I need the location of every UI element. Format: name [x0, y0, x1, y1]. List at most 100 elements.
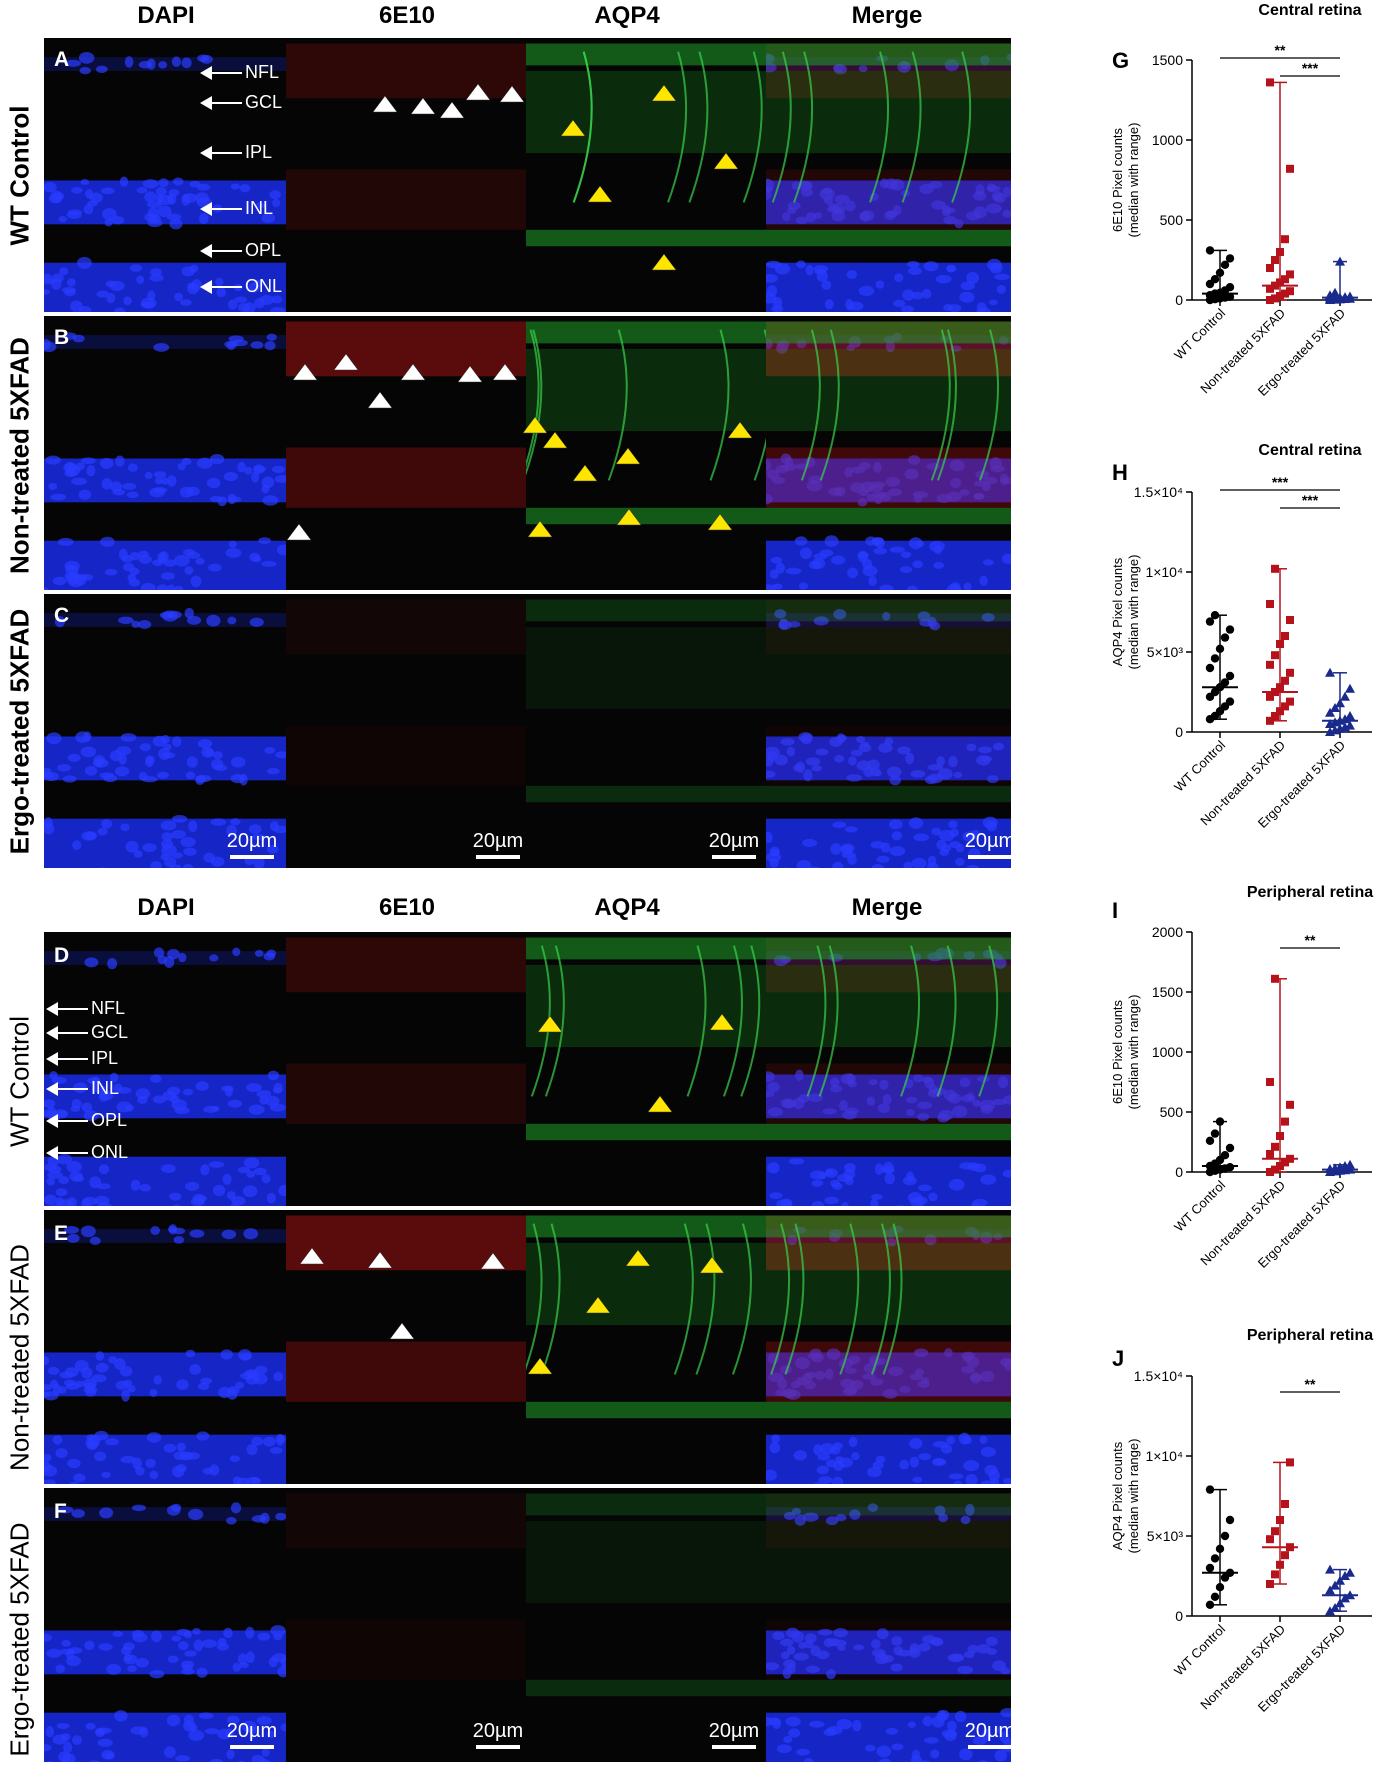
chart-h: 0 5×10³ 1×10⁴ 1.5×10⁴ AQP4 Pixel counts(medi…: [1110, 474, 1372, 831]
data-point-ergo-treated: [1340, 714, 1350, 724]
data-point-non-treated: [1286, 1458, 1294, 1467]
data-point-wt: [1225, 1515, 1235, 1525]
micrograph-merge: [766, 1210, 1011, 1484]
y-tick-label: 1×10⁴: [1145, 564, 1183, 580]
data-point-non-treated: [1281, 1500, 1289, 1508]
data-point-wt: [1225, 697, 1235, 706]
data-point-ergo-treated: [1330, 1603, 1340, 1612]
data-point-ergo-treated: [1345, 1159, 1355, 1169]
white-arrowhead-icon: [400, 363, 426, 381]
data-point-ergo-treated: [1335, 1575, 1345, 1585]
data-point-non-treated: [1266, 78, 1274, 87]
white-arrowhead-icon: [439, 101, 465, 119]
col-header-aqp4: AQP4: [594, 894, 660, 921]
data-point-ergo-treated: [1330, 703, 1340, 712]
data-point-non-treated: [1266, 1150, 1274, 1158]
data-point-non-treated: [1281, 676, 1289, 685]
data-point-wt: [1220, 678, 1230, 687]
data-point-ergo-treated: [1325, 1564, 1335, 1574]
chart-g: 0 500 1000 1500 6E10 Pixel counts(median wit…: [1110, 42, 1372, 399]
yellow-arrowhead-icon: [699, 1256, 725, 1274]
data-point-wt: [1225, 671, 1235, 681]
white-arrowhead-icon: [480, 1252, 506, 1270]
y-axis-label: 6E10 Pixel counts(median with range): [1110, 123, 1141, 238]
y-tick-label: 500: [1160, 1104, 1184, 1120]
layer-label-opl: OPL: [46, 1110, 127, 1131]
yellow-arrowhead-icon: [585, 1296, 611, 1314]
layer-label-gcl: GCL: [200, 92, 282, 113]
yellow-arrowhead-icon: [542, 431, 568, 449]
micrograph-merge: [766, 594, 1011, 868]
x-tick-label: WT Control: [1171, 1177, 1228, 1234]
data-point-wt: [1215, 268, 1225, 277]
data-point-non-treated: [1271, 1142, 1279, 1151]
data-point-wt: [1205, 617, 1215, 626]
data-point-non-treated: [1286, 616, 1294, 624]
significance-label: ***: [1302, 60, 1319, 76]
yellow-arrowhead-icon: [615, 447, 641, 465]
data-point-non-treated: [1271, 651, 1279, 660]
data-point-non-treated: [1276, 640, 1284, 648]
significance-label: **: [1305, 932, 1316, 948]
data-point-wt: [1220, 1151, 1230, 1160]
data-point-ergo-treated: [1330, 1580, 1340, 1590]
layer-label-opl: OPL: [200, 240, 281, 261]
chart-letter-g: G: [1112, 48, 1130, 73]
micrograph-merge: [766, 1488, 1011, 1762]
y-axis-label: AQP4 Pixel counts(median with range): [1110, 1439, 1141, 1554]
data-point-non-treated: [1266, 1535, 1274, 1544]
data-point-wt: [1205, 1563, 1215, 1573]
micrograph-6e10: [286, 594, 526, 868]
yellow-arrowhead-icon: [527, 1357, 553, 1375]
data-point-non-treated: [1281, 632, 1289, 640]
chart-title-j: Peripheral retina: [1246, 1327, 1374, 1344]
data-point-ergo-treated: [1330, 287, 1340, 297]
y-tick-label: 1500: [1152, 52, 1183, 68]
data-point-non-treated: [1271, 712, 1279, 720]
white-arrowhead-icon: [333, 353, 359, 371]
y-tick-label: 0: [1175, 724, 1183, 740]
data-point-non-treated: [1266, 660, 1274, 669]
yellow-arrowhead-icon: [522, 416, 548, 434]
data-point-non-treated: [1276, 1162, 1284, 1170]
y-tick-label: 0: [1175, 292, 1183, 308]
micrograph-merge: [766, 316, 1011, 590]
col-header-dapi: DAPI: [137, 2, 195, 29]
micrograph-6e10: [286, 38, 526, 312]
data-point-wt: [1210, 1129, 1220, 1138]
white-arrowhead-icon: [465, 83, 491, 101]
data-point-non-treated: [1286, 287, 1294, 296]
data-point-non-treated: [1266, 1168, 1274, 1176]
data-point-wt: [1225, 625, 1235, 634]
data-point-non-treated: [1271, 294, 1279, 303]
layer-label-onl: ONL: [200, 276, 282, 297]
micrograph-aqp4: [526, 316, 766, 590]
white-arrowhead-icon: [410, 97, 436, 115]
y-tick-label: 1000: [1152, 132, 1183, 148]
yellow-arrowhead-icon: [651, 253, 677, 271]
scale-bar: 20µm: [958, 1720, 1022, 1749]
data-point-non-treated: [1266, 1580, 1274, 1588]
data-point-non-treated: [1281, 289, 1289, 298]
data-point-ergo-treated: [1325, 1606, 1335, 1616]
data-point-wt: [1215, 1117, 1225, 1126]
yellow-arrowhead-icon: [707, 513, 733, 531]
panel-letter-c: C: [54, 604, 70, 627]
micrograph-aqp4: [526, 594, 766, 868]
white-arrowhead-icon: [367, 391, 393, 409]
x-tick-label: WT Control: [1171, 1621, 1228, 1678]
layer-label-nfl: NFL: [200, 62, 279, 83]
micrograph-dapi: [44, 594, 286, 868]
yellow-arrowhead-icon: [651, 84, 677, 102]
data-point-non-treated: [1266, 296, 1274, 304]
data-point-ergo-treated: [1345, 1590, 1355, 1600]
chart-j: 0 5×10³ 1×10⁴ 1.5×10⁴ AQP4 Pixel counts(medi…: [1110, 1368, 1372, 1715]
micrograph-aqp4: [526, 1210, 766, 1484]
data-point-ergo-treated: [1325, 707, 1335, 717]
data-point-non-treated: [1281, 275, 1289, 284]
micrograph-dapi: [44, 38, 286, 312]
data-point-ergo-treated: [1340, 1593, 1350, 1603]
white-arrowhead-icon: [372, 95, 398, 113]
yellow-arrowhead-icon: [647, 1095, 673, 1113]
data-point-wt: [1210, 654, 1220, 663]
